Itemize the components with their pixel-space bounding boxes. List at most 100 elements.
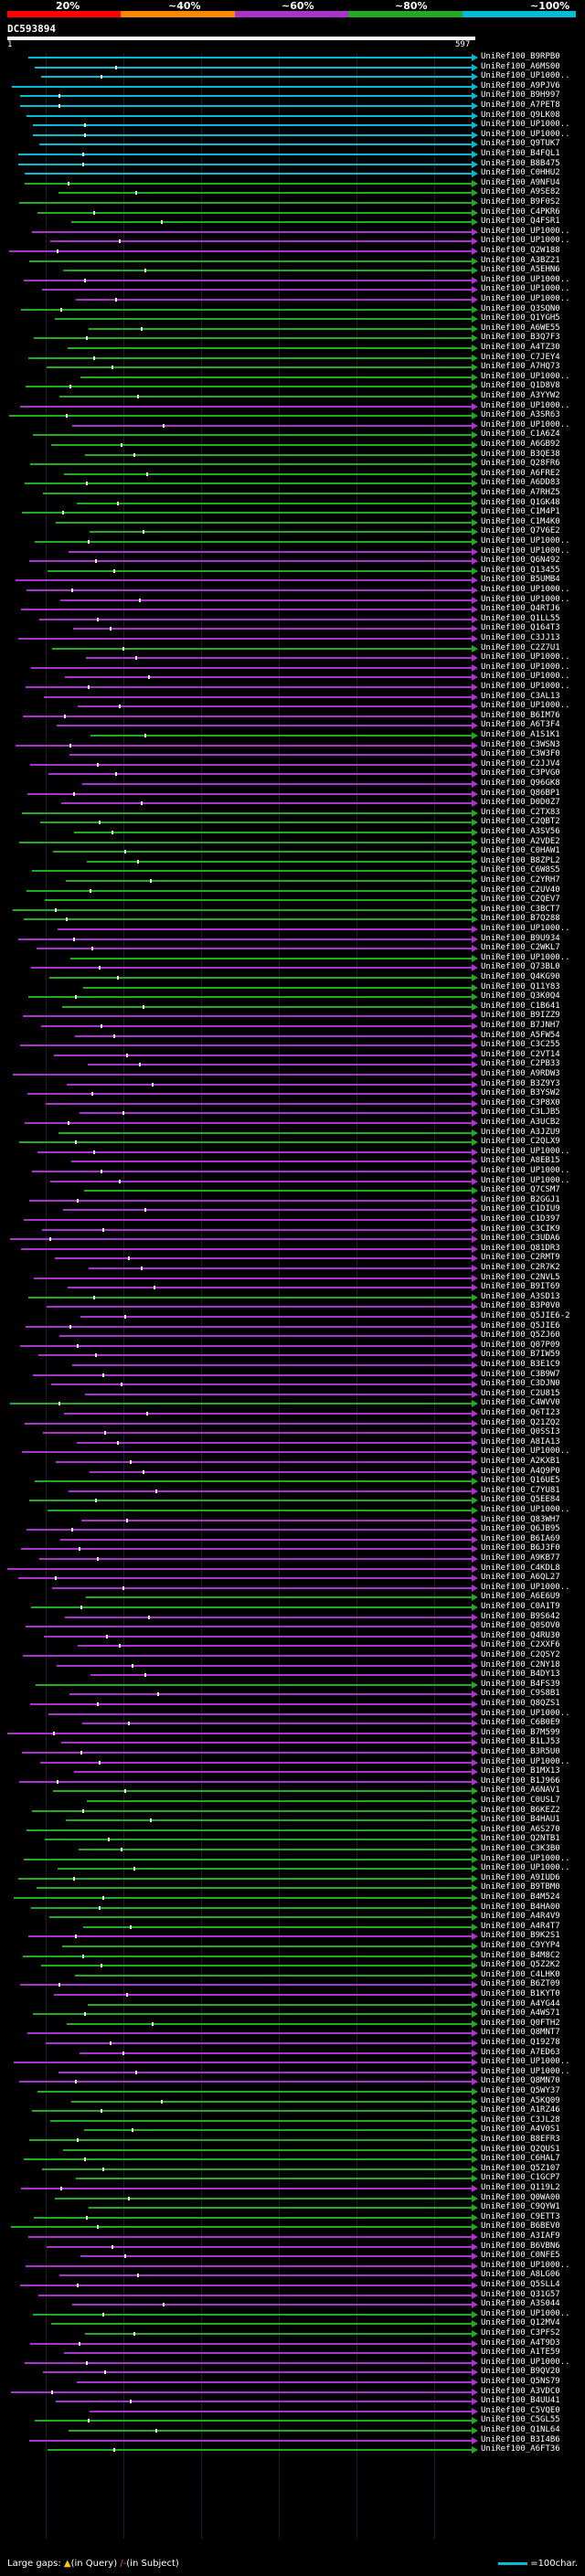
- alignment-bar[interactable]: [41, 76, 472, 78]
- hit-row[interactable]: UniRef100_C9YYP4: [0, 1941, 585, 1951]
- hit-label[interactable]: UniRef100_Q9LK08: [481, 111, 560, 120]
- hit-row[interactable]: UniRef100_B6IM76: [0, 711, 585, 721]
- alignment-bar[interactable]: [16, 579, 472, 581]
- hit-label[interactable]: UniRef100_B4FQL1: [481, 149, 560, 158]
- alignment-bar[interactable]: [82, 783, 472, 785]
- hit-label[interactable]: UniRef100_Q5JIE6-2: [481, 1311, 570, 1320]
- hit-label[interactable]: UniRef100_Q2QUS1: [481, 2145, 560, 2154]
- alignment-bar[interactable]: [48, 2449, 472, 2451]
- hit-row[interactable]: UniRef100_A8EB15: [0, 1156, 585, 1166]
- hit-label[interactable]: UniRef100_Q12MV4: [481, 2318, 560, 2327]
- hit-row[interactable]: UniRef100_A7RHZ5: [0, 488, 585, 498]
- alignment-bar[interactable]: [37, 2091, 472, 2093]
- alignment-bar[interactable]: [42, 2168, 472, 2170]
- hit-label[interactable]: UniRef100_B7M599: [481, 1728, 560, 1737]
- hit-label[interactable]: UniRef100_Q19278: [481, 2038, 560, 2047]
- hit-row[interactable]: UniRef100_B4FS39: [0, 1680, 585, 1690]
- hit-row[interactable]: UniRef100_C2QBT2: [0, 817, 585, 827]
- alignment-bar[interactable]: [19, 1141, 472, 1143]
- alignment-bar[interactable]: [33, 1374, 472, 1376]
- hit-row[interactable]: UniRef100_Q0WA00: [0, 2193, 585, 2203]
- hit-label[interactable]: UniRef100_C3PVG0: [481, 769, 560, 778]
- alignment-bar[interactable]: [11, 2391, 472, 2393]
- hit-row[interactable]: UniRef100_Q119L2: [0, 2183, 585, 2193]
- alignment-bar[interactable]: [58, 192, 472, 194]
- hit-row[interactable]: UniRef100_B3P0V0: [0, 1301, 585, 1311]
- alignment-bar[interactable]: [29, 1500, 472, 1501]
- hit-row[interactable]: UniRef100_A1S1K1: [0, 730, 585, 740]
- alignment-bar[interactable]: [32, 231, 472, 233]
- hit-row[interactable]: UniRef100_Q07P09: [0, 1341, 585, 1351]
- hit-label[interactable]: UniRef100_C3DJN0: [481, 1379, 560, 1388]
- hit-label[interactable]: UniRef100_Q5SLL4: [481, 2280, 560, 2289]
- hit-row[interactable]: UniRef100_A4R4V9: [0, 1912, 585, 1922]
- alignment-bar[interactable]: [24, 1859, 472, 1860]
- hit-label[interactable]: UniRef100_Q1YGH5: [481, 313, 560, 323]
- hit-label[interactable]: UniRef100_Q2W188: [481, 246, 560, 255]
- hit-label[interactable]: UniRef100_A7HQ73: [481, 362, 560, 371]
- hit-row[interactable]: UniRef100_C6W8S5: [0, 865, 585, 875]
- hit-label[interactable]: UniRef100_Q5Z2K2: [481, 1960, 560, 1969]
- hit-label[interactable]: UniRef100_A4YG44: [481, 1999, 560, 2009]
- hit-row[interactable]: UniRef100_A3SD13: [0, 1292, 585, 1302]
- hit-row[interactable]: UniRef100_A9PJV6: [0, 81, 585, 91]
- alignment-bar[interactable]: [32, 2110, 472, 2112]
- hit-label[interactable]: UniRef100_Q4RTJ6: [481, 604, 560, 613]
- hit-row[interactable]: UniRef100_B7Q288: [0, 914, 585, 924]
- hit-row[interactable]: UniRef100_C4KDL8: [0, 1564, 585, 1574]
- hit-label[interactable]: UniRef100_B6BEV0: [481, 2221, 560, 2231]
- alignment-bar[interactable]: [87, 861, 472, 863]
- hit-row[interactable]: UniRef100_Q5Z2K2: [0, 1960, 585, 1970]
- hit-label[interactable]: UniRef100_C2QLX9: [481, 1137, 560, 1146]
- alignment-bar[interactable]: [80, 2255, 472, 2257]
- alignment-bar[interactable]: [25, 173, 472, 175]
- hit-row[interactable]: UniRef100_UP1000..: [0, 1709, 585, 1719]
- hit-label[interactable]: UniRef100_B7JNH7: [481, 1021, 560, 1030]
- hit-row[interactable]: UniRef100_A3SR63: [0, 410, 585, 420]
- hit-row[interactable]: UniRef100_B6ZT09: [0, 1979, 585, 1989]
- alignment-bar[interactable]: [78, 1645, 472, 1647]
- hit-row[interactable]: UniRef100_Q5JIE6-2: [0, 1311, 585, 1321]
- alignment-bar[interactable]: [84, 1190, 472, 1192]
- hit-row[interactable]: UniRef100_A9RDW3: [0, 1069, 585, 1079]
- hit-label[interactable]: UniRef100_Q2NTB1: [481, 1834, 560, 1843]
- alignment-bar[interactable]: [48, 1713, 472, 1715]
- alignment-bar[interactable]: [60, 599, 472, 601]
- hit-row[interactable]: UniRef100_UP1000..: [0, 2067, 585, 2077]
- alignment-bar[interactable]: [81, 1520, 472, 1521]
- hit-row[interactable]: UniRef100_Q164T3: [0, 623, 585, 633]
- hit-row[interactable]: UniRef100_C5GL55: [0, 2415, 585, 2425]
- hit-label[interactable]: UniRef100_C9QYW1: [481, 2202, 560, 2211]
- hit-row[interactable]: UniRef100_B6BEV0: [0, 2221, 585, 2231]
- hit-label[interactable]: UniRef100_B9S642: [481, 1612, 560, 1621]
- alignment-bar[interactable]: [72, 1364, 472, 1366]
- alignment-bar[interactable]: [23, 1655, 472, 1657]
- hit-row[interactable]: UniRef100_Q11Y83: [0, 982, 585, 992]
- alignment-bar[interactable]: [63, 1209, 472, 1211]
- alignment-bar[interactable]: [28, 2236, 472, 2238]
- hit-label[interactable]: UniRef100_C4WVV0: [481, 1398, 560, 1407]
- hit-label[interactable]: UniRef100_B4HA00: [481, 1903, 560, 1912]
- alignment-bar[interactable]: [18, 164, 472, 165]
- hit-label[interactable]: UniRef100_UP1000..: [481, 1583, 570, 1592]
- alignment-bar[interactable]: [22, 1451, 472, 1453]
- alignment-bar[interactable]: [90, 2411, 472, 2412]
- hit-row[interactable]: UniRef100_UP1000..: [0, 401, 585, 411]
- hit-row[interactable]: UniRef100_B6VBN6: [0, 2242, 585, 2252]
- hit-label[interactable]: UniRef100_C2VT14: [481, 1050, 560, 1059]
- hit-row[interactable]: UniRef100_B3I4B6: [0, 2435, 585, 2445]
- hit-row[interactable]: UniRef100_A8LG06: [0, 2270, 585, 2280]
- hit-row[interactable]: UniRef100_C2PB33: [0, 1059, 585, 1069]
- alignment-bar[interactable]: [28, 57, 472, 58]
- alignment-bar[interactable]: [63, 2149, 472, 2151]
- alignment-bar[interactable]: [19, 202, 472, 204]
- hit-row[interactable]: UniRef100_UP1000..: [0, 275, 585, 285]
- hit-label[interactable]: UniRef100_UP1000..: [481, 2261, 570, 2270]
- hit-row[interactable]: UniRef100_Q13455: [0, 566, 585, 576]
- hit-label[interactable]: UniRef100_C6HAL7: [481, 2154, 560, 2163]
- hit-label[interactable]: UniRef100_B8ZPL2: [481, 856, 560, 865]
- hit-row[interactable]: UniRef100_UP1000..: [0, 2358, 585, 2368]
- hit-label[interactable]: UniRef100_A4V0S1: [481, 2125, 560, 2134]
- alignment-bar[interactable]: [26, 1626, 472, 1627]
- hit-label[interactable]: UniRef100_B3E1C9: [481, 1360, 560, 1369]
